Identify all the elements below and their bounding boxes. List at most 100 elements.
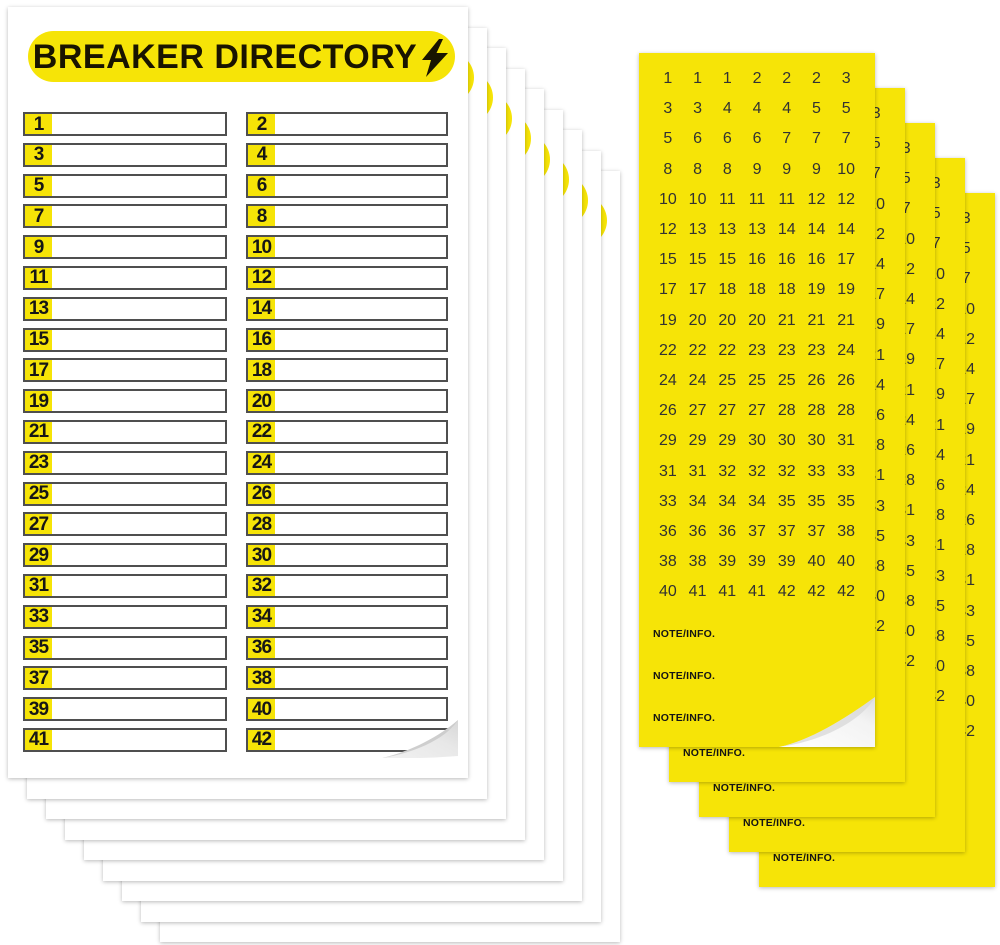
- number-sticker: 33: [837, 462, 856, 480]
- number-sticker: 21: [837, 311, 856, 329]
- breaker-number: 17: [25, 360, 52, 381]
- number-sticker: 6: [752, 130, 762, 148]
- number-sticker: 31: [837, 432, 856, 450]
- breaker-number: 22: [248, 421, 275, 442]
- number-sticker: 38: [658, 553, 677, 571]
- breaker-row: 34: [246, 604, 448, 629]
- sticker-grid-row: 40 41 41 41 42 42 42: [653, 577, 861, 607]
- breaker-number: 29: [25, 545, 52, 566]
- number-sticker: 7: [961, 270, 971, 288]
- number-sticker: 28: [807, 402, 826, 420]
- breaker-number: 4: [248, 144, 275, 165]
- breaker-column-left: 1 3 5 7 9 11 13 15 17 19 21 23 25 27: [23, 112, 227, 752]
- number-sticker: 5: [812, 100, 821, 118]
- number-sticker: 18: [777, 281, 796, 299]
- number-sticker: 7: [931, 235, 941, 253]
- breaker-row: 29: [23, 543, 227, 568]
- number-sticker: 12: [658, 221, 677, 239]
- breaker-label-blank: [275, 114, 446, 134]
- breaker-row: 17: [23, 358, 227, 383]
- breaker-label-blank: [52, 637, 225, 658]
- breaker-number: 20: [248, 391, 275, 412]
- breaker-label-blank: [275, 267, 446, 288]
- number-sticker: 41: [688, 583, 707, 601]
- number-sticker: 7: [812, 130, 821, 148]
- breaker-label-blank: [275, 452, 446, 473]
- breaker-number: 35: [25, 637, 52, 658]
- breaker-label-blank: [52, 329, 225, 350]
- breaker-label-blank: [275, 606, 446, 627]
- number-sticker: 40: [807, 553, 826, 571]
- number-sticker: 26: [837, 371, 856, 389]
- number-sticker: 3: [663, 100, 673, 118]
- number-sticker: 23: [807, 341, 826, 359]
- breaker-row: 18: [246, 358, 448, 383]
- number-sticker: 16: [748, 251, 766, 269]
- breaker-row: 39: [23, 697, 227, 722]
- breaker-number: 13: [25, 298, 52, 319]
- number-sticker: 32: [718, 462, 737, 480]
- breaker-row: 38: [246, 666, 448, 691]
- breaker-row: 36: [246, 635, 448, 660]
- breaker-row: 15: [23, 327, 227, 352]
- number-sticker: 22: [718, 341, 737, 359]
- sticker-grid-row: 5 6 6 6 7 7 7: [653, 124, 861, 154]
- number-sticker: 25: [748, 371, 766, 389]
- breaker-number: 37: [25, 668, 52, 689]
- number-sticker: 25: [718, 371, 737, 389]
- number-sticker: 8: [722, 160, 732, 178]
- breaker-row: 11: [23, 265, 227, 290]
- number-sticker: 24: [658, 371, 677, 389]
- breaker-number: 8: [248, 206, 275, 227]
- sticker-grid-row: 36 36 36 37 37 37 38: [653, 517, 861, 547]
- number-sticker: 35: [777, 492, 796, 510]
- number-sticker: 11: [718, 190, 736, 208]
- breaker-number: 32: [248, 575, 275, 596]
- number-sticker: 4: [782, 100, 792, 118]
- sticker-grid-row: 10 10 11 11 11 12 12: [653, 185, 861, 215]
- sticker-grid-row: 1 1 1 2 2 2 3: [653, 64, 861, 94]
- number-sticker: 34: [688, 492, 707, 510]
- breaker-number: 7: [25, 206, 52, 227]
- breaker-row: 40: [246, 697, 448, 722]
- number-sticker: 41: [748, 583, 766, 601]
- number-sticker: 1: [663, 70, 673, 88]
- number-sticker: 36: [718, 522, 737, 540]
- number-sticker: 27: [748, 402, 766, 420]
- breaker-number: 40: [248, 699, 275, 720]
- breaker-label-blank: [52, 360, 225, 381]
- number-sticker: 11: [778, 190, 796, 208]
- sticker-grid-row: 3 3 4 4 4 5 5: [653, 94, 861, 124]
- breaker-label-blank: [52, 237, 225, 258]
- number-sticker: 36: [688, 522, 707, 540]
- number-sticker: 23: [748, 341, 766, 359]
- number-sticker: 37: [777, 522, 796, 540]
- number-sticker: 35: [807, 492, 826, 510]
- number-sticker: 40: [837, 553, 856, 571]
- breaker-row: 35: [23, 635, 227, 660]
- number-sticker: 38: [837, 522, 856, 540]
- number-sticker: 3: [961, 210, 971, 228]
- breaker-row: 1: [23, 112, 227, 136]
- number-sticker: 14: [837, 221, 856, 239]
- title-text: BREAKER DIRECTORY: [32, 37, 418, 76]
- breaker-label-blank: [275, 575, 446, 596]
- breaker-row: 13: [23, 296, 227, 321]
- number-sticker: 6: [693, 130, 703, 148]
- number-sticker: 2: [752, 70, 762, 88]
- sticker-grid-row: 29 29 29 30 30 30 31: [653, 426, 861, 456]
- sticker-grid-row: 8 8 8 9 9 9 10: [653, 155, 861, 185]
- number-sticker: 12: [807, 190, 826, 208]
- breaker-label-blank: [275, 421, 446, 442]
- breaker-row: 3: [23, 142, 227, 167]
- number-sticker: 5: [841, 100, 851, 118]
- breaker-number: 25: [25, 483, 52, 504]
- number-sticker: 7: [782, 130, 792, 148]
- breaker-number: 30: [248, 545, 275, 566]
- number-sticker: 13: [688, 221, 707, 239]
- number-sticker: 19: [807, 281, 826, 299]
- breaker-row: 32: [246, 573, 448, 598]
- breaker-row: 37: [23, 666, 227, 691]
